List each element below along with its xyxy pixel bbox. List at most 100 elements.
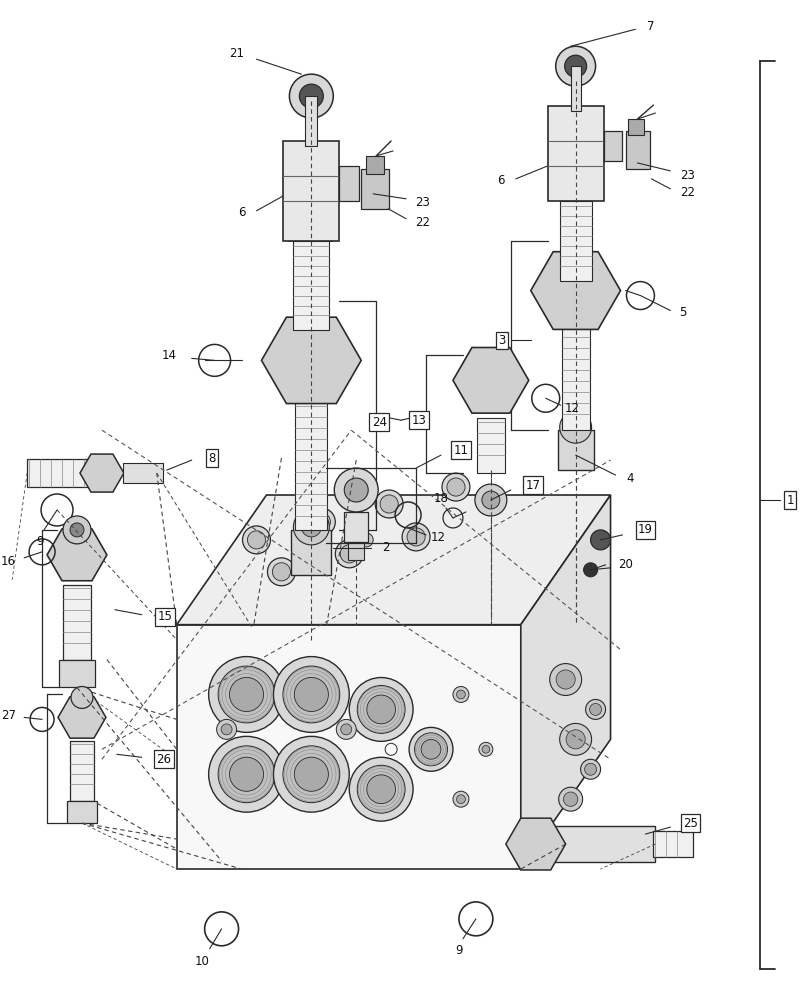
Text: 9: 9 bbox=[455, 944, 462, 957]
Polygon shape bbox=[58, 697, 105, 738]
Bar bbox=[122, 463, 162, 483]
Circle shape bbox=[453, 686, 468, 702]
Text: 13: 13 bbox=[411, 414, 426, 427]
Text: 11: 11 bbox=[453, 444, 468, 457]
Circle shape bbox=[267, 558, 295, 586]
Circle shape bbox=[556, 670, 574, 689]
Circle shape bbox=[344, 478, 367, 502]
Bar bbox=[603, 131, 620, 161]
Text: 4: 4 bbox=[626, 472, 633, 485]
Text: 12: 12 bbox=[564, 402, 579, 415]
Circle shape bbox=[590, 530, 610, 550]
Text: 27: 27 bbox=[1, 709, 16, 722]
Text: 22: 22 bbox=[415, 216, 430, 229]
Circle shape bbox=[357, 685, 405, 733]
Circle shape bbox=[558, 787, 582, 811]
Text: 26: 26 bbox=[156, 753, 171, 766]
Circle shape bbox=[293, 509, 329, 545]
Polygon shape bbox=[177, 625, 520, 869]
Polygon shape bbox=[261, 317, 361, 404]
Bar bbox=[339, 166, 358, 201]
Circle shape bbox=[583, 563, 597, 577]
Bar bbox=[63, 585, 91, 660]
Polygon shape bbox=[453, 348, 528, 413]
Circle shape bbox=[367, 775, 395, 804]
Circle shape bbox=[563, 792, 577, 806]
Circle shape bbox=[456, 690, 465, 699]
Bar bbox=[547, 106, 603, 201]
Text: 14: 14 bbox=[161, 349, 177, 362]
Text: 16: 16 bbox=[1, 555, 16, 568]
Circle shape bbox=[357, 765, 405, 813]
Bar bbox=[293, 241, 329, 330]
Text: 1: 1 bbox=[785, 493, 793, 506]
Circle shape bbox=[301, 517, 321, 537]
Circle shape bbox=[208, 657, 284, 732]
Circle shape bbox=[564, 55, 586, 77]
Circle shape bbox=[453, 791, 468, 807]
Circle shape bbox=[63, 516, 91, 544]
Circle shape bbox=[340, 545, 358, 563]
Polygon shape bbox=[530, 252, 620, 329]
Bar bbox=[557, 430, 593, 470]
Circle shape bbox=[481, 491, 500, 509]
Circle shape bbox=[307, 508, 335, 536]
Bar bbox=[305, 96, 317, 146]
Bar bbox=[283, 141, 339, 241]
Text: 12: 12 bbox=[430, 531, 445, 544]
Circle shape bbox=[218, 746, 275, 803]
Circle shape bbox=[230, 757, 264, 791]
Bar bbox=[361, 169, 388, 209]
Bar bbox=[295, 390, 327, 530]
Circle shape bbox=[334, 468, 378, 512]
Circle shape bbox=[375, 490, 402, 518]
Text: 15: 15 bbox=[157, 610, 172, 623]
Circle shape bbox=[230, 677, 264, 712]
Circle shape bbox=[380, 495, 397, 513]
Text: 2: 2 bbox=[382, 541, 389, 554]
Circle shape bbox=[282, 666, 339, 723]
Polygon shape bbox=[79, 454, 124, 492]
Circle shape bbox=[367, 695, 395, 724]
Circle shape bbox=[221, 724, 232, 735]
Circle shape bbox=[294, 757, 328, 791]
Circle shape bbox=[549, 664, 581, 695]
Text: 9: 9 bbox=[36, 535, 44, 548]
Circle shape bbox=[349, 678, 413, 741]
Circle shape bbox=[441, 473, 470, 501]
Circle shape bbox=[409, 727, 453, 771]
Bar bbox=[561, 311, 589, 430]
Text: 24: 24 bbox=[371, 416, 386, 429]
Circle shape bbox=[71, 686, 92, 708]
Bar bbox=[59, 660, 95, 687]
Circle shape bbox=[335, 540, 363, 568]
Circle shape bbox=[336, 719, 356, 739]
Text: 18: 18 bbox=[433, 492, 448, 505]
Text: 23: 23 bbox=[415, 196, 430, 209]
Circle shape bbox=[555, 46, 594, 86]
Circle shape bbox=[474, 484, 506, 516]
Text: 3: 3 bbox=[498, 334, 505, 347]
Circle shape bbox=[559, 723, 591, 755]
Circle shape bbox=[482, 745, 489, 753]
Circle shape bbox=[446, 478, 465, 496]
Circle shape bbox=[580, 759, 600, 779]
Bar bbox=[545, 826, 654, 862]
Bar bbox=[67, 801, 97, 823]
Circle shape bbox=[349, 757, 413, 821]
Circle shape bbox=[294, 677, 328, 712]
Circle shape bbox=[312, 513, 330, 531]
Circle shape bbox=[589, 703, 601, 715]
Text: 17: 17 bbox=[525, 479, 539, 492]
Bar bbox=[348, 542, 364, 560]
Text: 10: 10 bbox=[194, 955, 208, 968]
Circle shape bbox=[456, 795, 465, 804]
Text: 25: 25 bbox=[682, 817, 697, 830]
Bar bbox=[476, 418, 504, 473]
Polygon shape bbox=[47, 529, 107, 581]
Circle shape bbox=[272, 563, 290, 581]
Text: 20: 20 bbox=[617, 558, 632, 571]
Circle shape bbox=[565, 730, 585, 749]
Text: 8: 8 bbox=[208, 452, 215, 465]
Polygon shape bbox=[505, 818, 565, 870]
